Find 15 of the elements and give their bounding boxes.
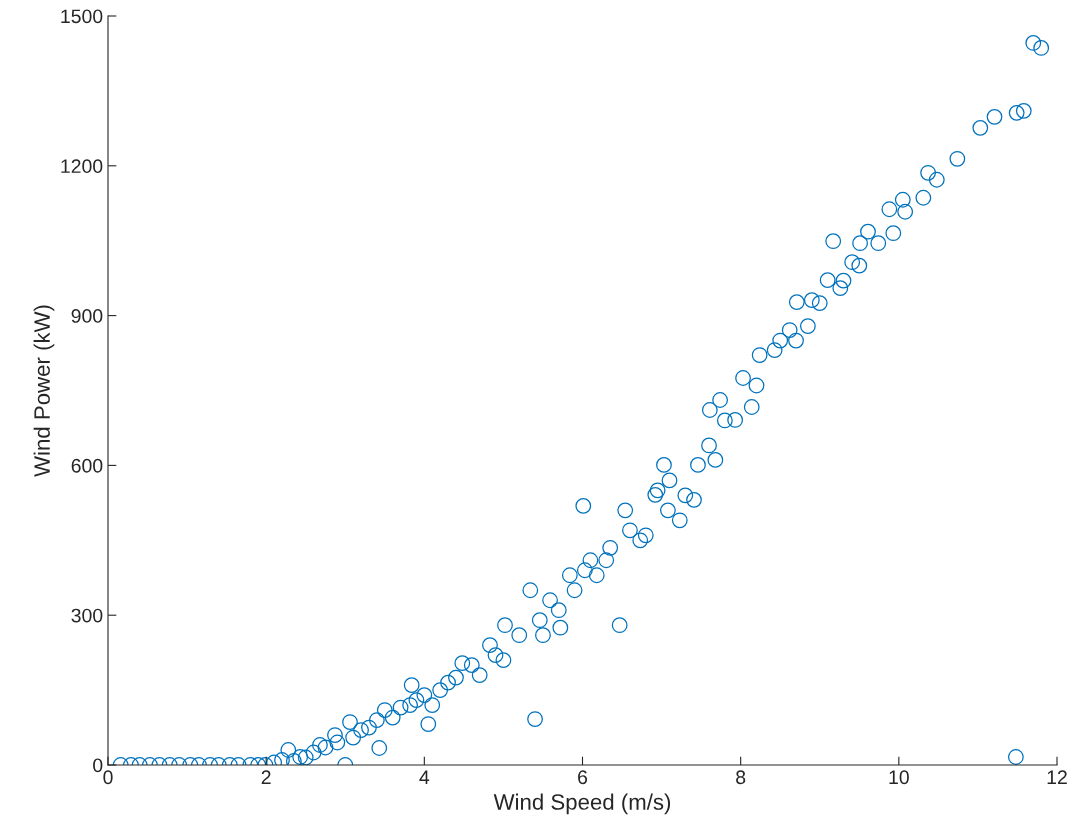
y-tick-label: 900 [71, 309, 103, 323]
x-tick-label: 0 [103, 770, 113, 785]
x-tick-label: 6 [578, 770, 588, 785]
x-axis-title: Wind Speed (m/s) [493, 793, 671, 815]
y-tick-label: 0 [93, 758, 103, 773]
x-tick-label: 8 [736, 770, 746, 785]
x-tick-label: 12 [1047, 770, 1067, 784]
y-tick-label: 300 [71, 608, 103, 623]
y-axis-title: Wind Power (kW) [33, 305, 55, 477]
x-tick-label: 10 [889, 770, 909, 785]
y-tick-label: 600 [71, 458, 103, 473]
x-tick-label: 2 [261, 770, 271, 784]
y-tick-label: 1200 [61, 159, 103, 174]
y-tick-label: 1500 [61, 9, 103, 24]
x-tick-label: 4 [419, 770, 430, 784]
